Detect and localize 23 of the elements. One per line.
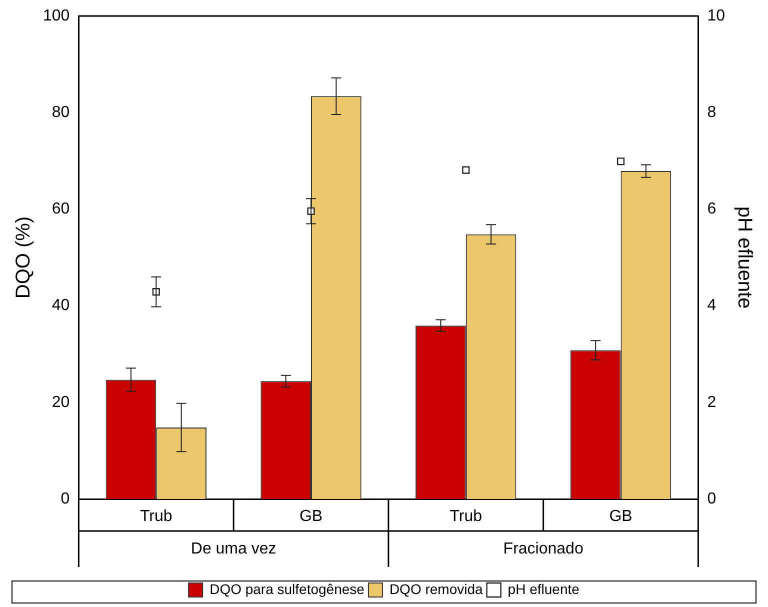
y-tick-label: 80 xyxy=(52,104,70,122)
legend-label: DQO removida xyxy=(389,580,484,597)
y2-axis-title: pH efluente xyxy=(733,206,756,309)
legend-label: pH efluente xyxy=(508,580,580,597)
x-tick-label: GB xyxy=(299,508,323,526)
text: De uma vez xyxy=(190,540,276,558)
legend-label: DQO para sulfetogênese xyxy=(210,580,365,597)
y-tick-label: 100 xyxy=(42,7,70,24)
y2-tick-label: 10 xyxy=(707,7,726,24)
y2-tick-label: 4 xyxy=(707,297,716,314)
y2-tick-label: 2 xyxy=(707,394,716,411)
y-tick-label: 60 xyxy=(52,200,70,218)
x-tick-label: GB xyxy=(609,508,632,526)
y-axis-title: DQO (%) xyxy=(12,216,35,299)
y-tick-label: 0 xyxy=(60,490,70,508)
y2-tick-label: 0 xyxy=(707,490,716,508)
y-tick-label: 20 xyxy=(52,394,70,411)
x-tick-label: Trub xyxy=(140,508,172,526)
x-tick-label: Trub xyxy=(450,508,482,526)
y2-tick-label: 8 xyxy=(707,104,716,122)
y2-tick-label: 6 xyxy=(707,200,716,218)
y-tick-label: 40 xyxy=(52,297,70,314)
text: Fracionado xyxy=(503,540,584,558)
